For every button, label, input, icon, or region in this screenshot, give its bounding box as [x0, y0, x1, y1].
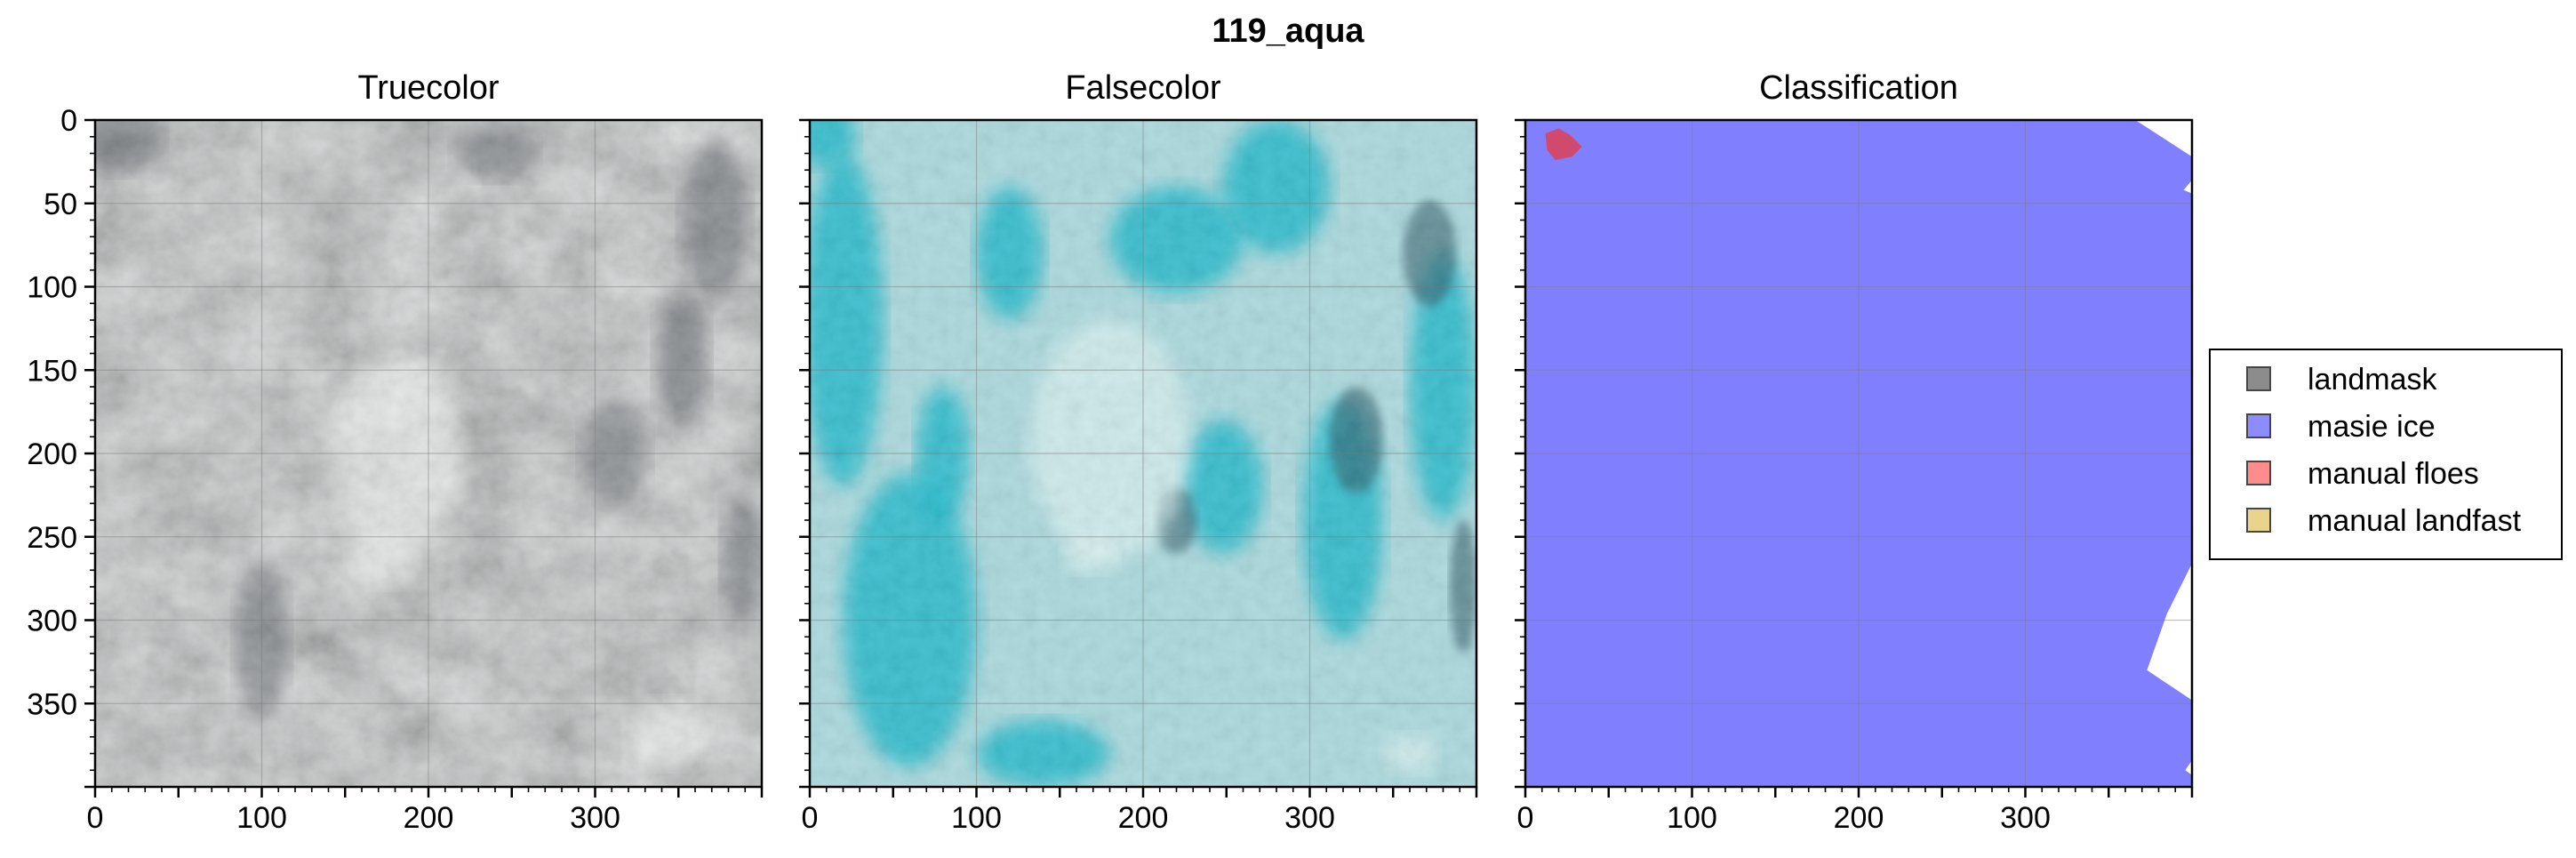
legend-swatch — [2246, 508, 2271, 533]
legend-swatch — [2246, 366, 2271, 391]
truecolor-ticks: 0 100 200 300 0 50 100 150 200 250 300 350 — [27, 104, 764, 835]
y-tick-label: 50 — [44, 188, 77, 221]
manual-floes-region — [1545, 128, 1582, 160]
classification-legend: landmask masie ice manual floes manual land… — [2209, 349, 2563, 560]
falsecolor-panel-title: Falsecolor — [1065, 69, 1221, 107]
y-tick-label: 150 — [27, 354, 77, 388]
x-tick-label: 0 — [1517, 801, 1534, 835]
classification-ticks: 0 100 200 300 — [1515, 118, 2194, 835]
masie-ice-region — [1525, 120, 2192, 787]
figure-suptitle: 119_aqua — [1212, 12, 1364, 50]
y-tick-label: 200 — [27, 437, 77, 471]
legend-swatch — [2246, 413, 2271, 438]
y-tick-label: 0 — [60, 104, 77, 138]
truecolor-panel: 0 100 200 300 0 50 100 150 200 250 300 350 — [27, 104, 764, 835]
classification-image — [1525, 120, 2192, 787]
legend-label: masie ice — [2308, 410, 2436, 444]
classification-panel: 0 100 200 300 — [1515, 118, 2194, 835]
y-tick-label: 250 — [27, 521, 77, 555]
legend-label: landmask — [2308, 363, 2438, 397]
y-tick-label: 300 — [27, 605, 77, 638]
x-tick-label: 0 — [802, 801, 819, 835]
x-tick-label: 300 — [1284, 801, 1335, 835]
legend-label: manual floes — [2308, 457, 2479, 491]
x-tick-label: 300 — [2000, 801, 2051, 835]
classification-panel-title: Classification — [1759, 69, 1958, 107]
falsecolor-ticks: 0 100 200 300 — [799, 118, 1478, 835]
truecolor-panel-title: Truecolor — [357, 69, 500, 107]
x-tick-label: 100 — [236, 801, 287, 835]
truecolor-image — [95, 120, 762, 787]
x-tick-label: 0 — [87, 801, 104, 835]
y-tick-label: 100 — [27, 271, 77, 305]
falsecolor-image — [810, 120, 1476, 787]
legend-swatch — [2246, 461, 2271, 485]
falsecolor-panel: 0 100 200 300 — [799, 118, 1478, 835]
x-tick-label: 200 — [404, 801, 454, 835]
x-tick-label: 300 — [570, 801, 620, 835]
legend-label: manual landfast — [2308, 504, 2522, 538]
x-tick-label: 100 — [951, 801, 1002, 835]
y-tick-label: 350 — [27, 687, 77, 721]
x-tick-label: 200 — [1118, 801, 1169, 835]
x-tick-label: 200 — [1834, 801, 1884, 835]
x-tick-label: 100 — [1667, 801, 1717, 835]
